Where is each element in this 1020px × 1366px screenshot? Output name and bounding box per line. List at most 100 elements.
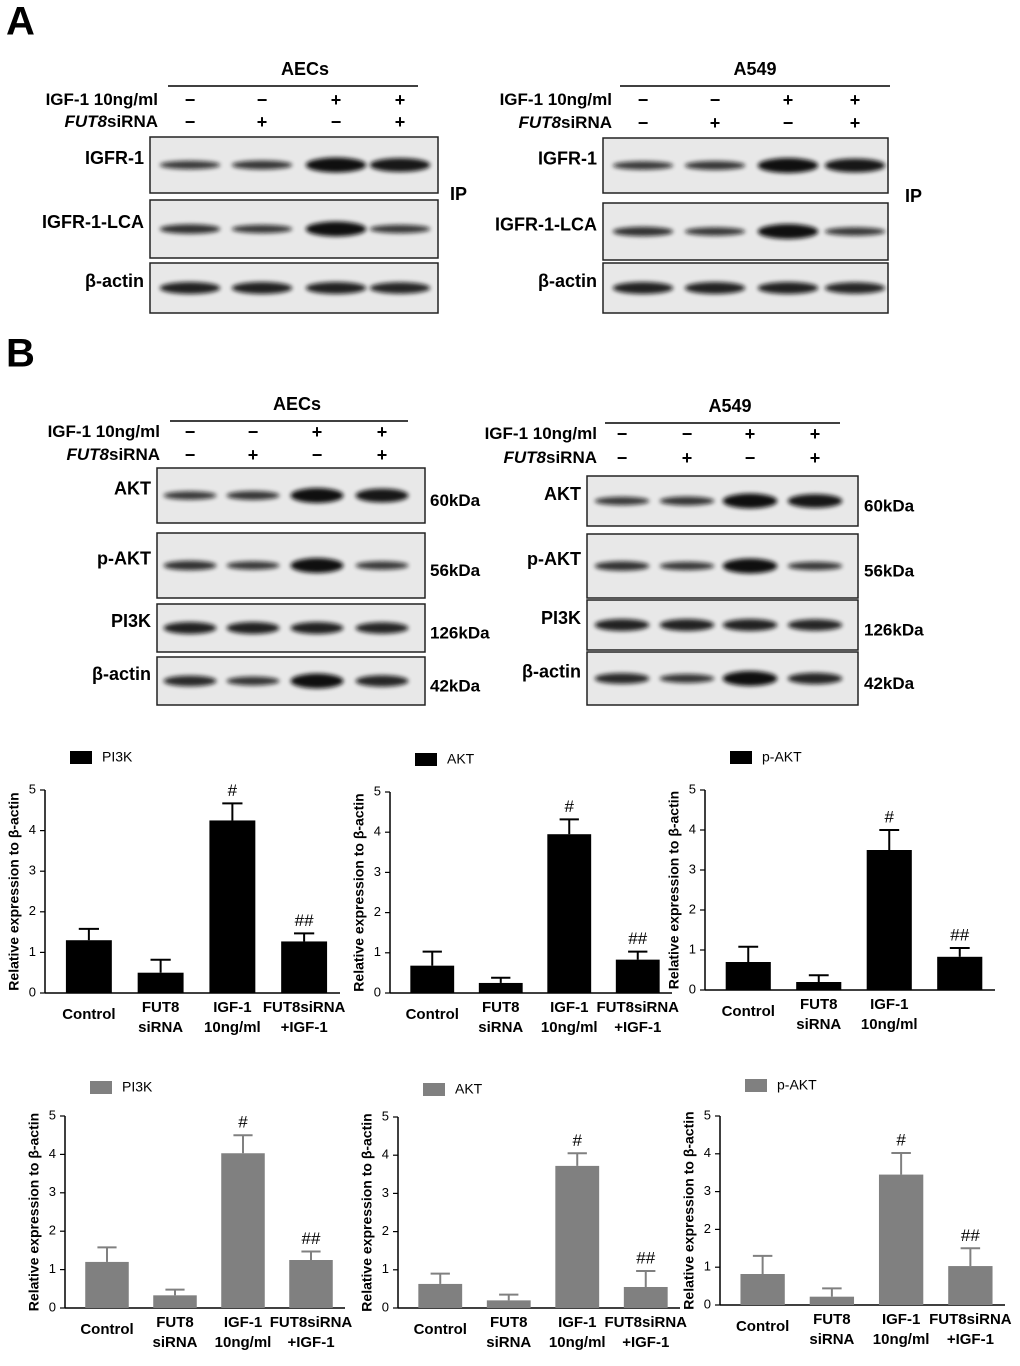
x-tick-label: IGF-1 10ng/ml	[541, 999, 598, 1036]
band	[684, 227, 746, 236]
band	[355, 561, 409, 570]
treatment-text: IGF-1 10ng/ml	[46, 90, 158, 109]
annotation: ##	[628, 929, 647, 948]
annotation: #	[228, 781, 238, 800]
bar	[478, 982, 523, 993]
band	[290, 673, 344, 689]
band	[159, 224, 221, 234]
treatment-sign: +	[810, 448, 821, 468]
x-tick-label: FUT8siRNA +IGF-1	[270, 1314, 353, 1351]
treatment-sign: −	[682, 424, 693, 444]
band	[355, 488, 409, 503]
band	[722, 619, 778, 631]
row-label: IGFR-1	[538, 148, 597, 168]
treatment-italic: FUT8	[64, 112, 107, 131]
row-label: IGFR-1	[85, 148, 144, 168]
row-label: AKT	[544, 484, 581, 504]
y-tick-label: 2	[49, 1223, 56, 1238]
bar	[85, 1261, 129, 1308]
x-tick-line: FUT8	[813, 1311, 851, 1328]
x-tick-line: siRNA	[796, 1016, 841, 1033]
band	[824, 158, 886, 173]
legend-label: AKT	[455, 1081, 483, 1097]
x-tick-line: 10ng/ml	[549, 1334, 606, 1351]
treatment-sign: +	[377, 445, 388, 465]
treatment-sign: −	[783, 113, 794, 133]
bracket-label: IP	[450, 184, 467, 204]
treatment-text: siRNA	[546, 448, 597, 467]
legend-label: PI3K	[122, 1079, 153, 1095]
band	[787, 561, 843, 571]
band	[659, 619, 715, 631]
treatment-text: IGF-1 10ng/ml	[500, 90, 612, 109]
annotation: #	[896, 1131, 906, 1150]
annotation: #	[565, 797, 575, 816]
bar	[221, 1153, 265, 1308]
band	[684, 282, 746, 294]
row-label: β-actin	[92, 664, 151, 684]
treatment-sign: −	[312, 445, 323, 465]
x-tick-line: siRNA	[486, 1334, 531, 1351]
treatment-text: siRNA	[561, 113, 612, 132]
x-tick-label: Control	[414, 1321, 467, 1338]
band	[163, 675, 217, 687]
band	[226, 622, 280, 634]
band	[612, 226, 674, 237]
x-tick-line: +IGF-1	[947, 1331, 994, 1348]
bar	[623, 1286, 668, 1308]
band	[824, 282, 886, 294]
x-tick-label: FUT8siRNA +IGF-1	[263, 999, 346, 1036]
x-tick-line: siRNA	[152, 1334, 197, 1351]
legend-label: p-AKT	[762, 749, 802, 765]
treatment-sign: +	[377, 422, 388, 442]
y-tick-label: 1	[29, 944, 36, 959]
legend-swatch	[90, 1081, 112, 1094]
x-tick-label: IGF-1 10ng/ml	[861, 996, 918, 1033]
y-tick-label: 5	[374, 783, 381, 798]
band	[163, 491, 217, 500]
x-tick-line: +IGF-1	[622, 1334, 669, 1351]
x-tick-line: +IGF-1	[287, 1334, 334, 1351]
x-tick-label: Control	[736, 1318, 789, 1335]
band	[231, 282, 293, 294]
y-tick-label: 3	[689, 861, 696, 876]
bar	[937, 956, 983, 990]
treatment-sign: +	[331, 90, 342, 110]
legend-swatch	[423, 1083, 445, 1096]
band	[757, 282, 819, 294]
y-tick-label: 5	[29, 781, 36, 796]
band	[226, 491, 280, 500]
annotation: ##	[302, 1229, 321, 1248]
x-tick-label: FUT8 siRNA	[796, 996, 841, 1033]
row-label: IGFR-1-LCA	[495, 214, 597, 234]
treatment-sign: +	[257, 112, 268, 132]
treatment-sign: −	[185, 112, 196, 132]
annotation: #	[885, 807, 895, 826]
treatment-sign: −	[248, 422, 259, 442]
bar	[725, 962, 771, 990]
size-label: 60kDa	[864, 496, 915, 515]
x-tick-line: 10ng/ml	[873, 1331, 930, 1348]
x-tick-label: FUT8siRNA +IGF-1	[596, 999, 679, 1036]
size-label: 126kDa	[430, 623, 490, 642]
band	[369, 158, 431, 172]
treatment-sign: +	[850, 90, 861, 110]
bar	[65, 940, 112, 993]
y-tick-label: 4	[374, 824, 381, 839]
x-tick-line: FUT8siRNA	[263, 999, 346, 1016]
legend-label: p-AKT	[777, 1077, 817, 1093]
treatment-text: IGF-1 10ng/ml	[485, 424, 597, 443]
y-tick-label: 5	[689, 781, 696, 796]
band	[159, 282, 221, 294]
x-tick-label: FUT8 siRNA	[152, 1314, 197, 1351]
treatment-label: FUT8siRNA	[503, 448, 597, 467]
band	[757, 158, 819, 173]
x-tick-line: siRNA	[138, 1019, 183, 1036]
band	[757, 224, 819, 239]
x-tick-line: +IGF-1	[614, 1019, 661, 1036]
x-tick-label: Control	[722, 1003, 775, 1020]
x-tick-label: FUT8 siRNA	[809, 1311, 854, 1348]
y-tick-label: 0	[689, 981, 696, 996]
band	[612, 282, 674, 294]
band	[594, 561, 650, 571]
